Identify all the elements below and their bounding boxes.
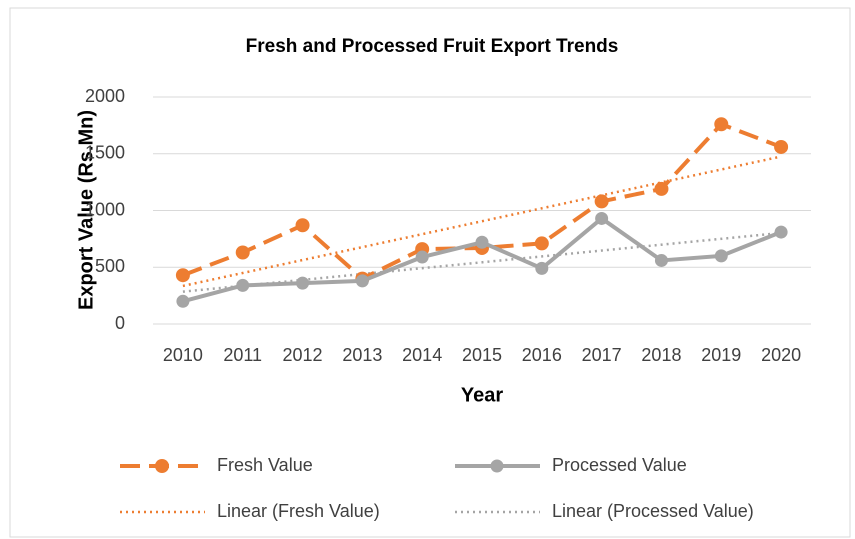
legend-label: Linear (Fresh Value) (217, 501, 380, 521)
legend-label: Processed Value (552, 455, 687, 475)
x-tick-label: 2019 (701, 345, 741, 365)
y-tick-label: 1500 (85, 143, 125, 163)
x-tick-label: 2015 (462, 345, 502, 365)
legend-marker (490, 459, 504, 473)
data-point (175, 268, 190, 283)
data-point (295, 218, 310, 233)
chart-border (9, 7, 851, 538)
data-point (595, 211, 609, 225)
data-point (654, 181, 669, 196)
data-point (176, 294, 190, 308)
data-point (415, 250, 429, 264)
y-tick-label: 2000 (85, 86, 125, 106)
x-tick-label: 2012 (283, 345, 323, 365)
trendline (182, 231, 782, 293)
x-tick-label: 2014 (402, 345, 442, 365)
data-point (774, 225, 788, 239)
data-point (236, 278, 250, 292)
chart-title: Fresh and Processed Fruit Export Trends (246, 36, 619, 57)
data-point (475, 235, 489, 249)
y-tick-label: 500 (95, 256, 125, 276)
trendline (182, 155, 782, 288)
x-tick-label: 2011 (223, 345, 262, 365)
x-tick-label: 2020 (761, 345, 801, 365)
legend-label: Fresh Value (217, 455, 313, 475)
x-tick-label: 2013 (342, 345, 382, 365)
y-tick-label: 1000 (85, 199, 125, 219)
x-tick-label: 2016 (522, 345, 562, 365)
data-point (534, 236, 549, 251)
y-axis-title: Export Value (Rs.Mn) (75, 110, 97, 310)
y-tick-label: 0 (115, 313, 125, 333)
legend-label: Linear (Processed Value) (552, 501, 754, 521)
data-point (654, 253, 668, 267)
data-point (594, 194, 609, 209)
x-axis-title: Year (461, 384, 503, 406)
data-point (535, 261, 549, 275)
data-point (774, 139, 789, 154)
x-tick-label: 2017 (582, 345, 622, 365)
data-point (714, 249, 728, 263)
data-point (355, 274, 369, 288)
data-point (296, 276, 310, 290)
x-tick-label: 2018 (641, 345, 681, 365)
legend-marker (155, 459, 169, 473)
data-point (235, 245, 250, 260)
data-point (714, 117, 729, 132)
x-tick-label: 2010 (163, 345, 203, 365)
